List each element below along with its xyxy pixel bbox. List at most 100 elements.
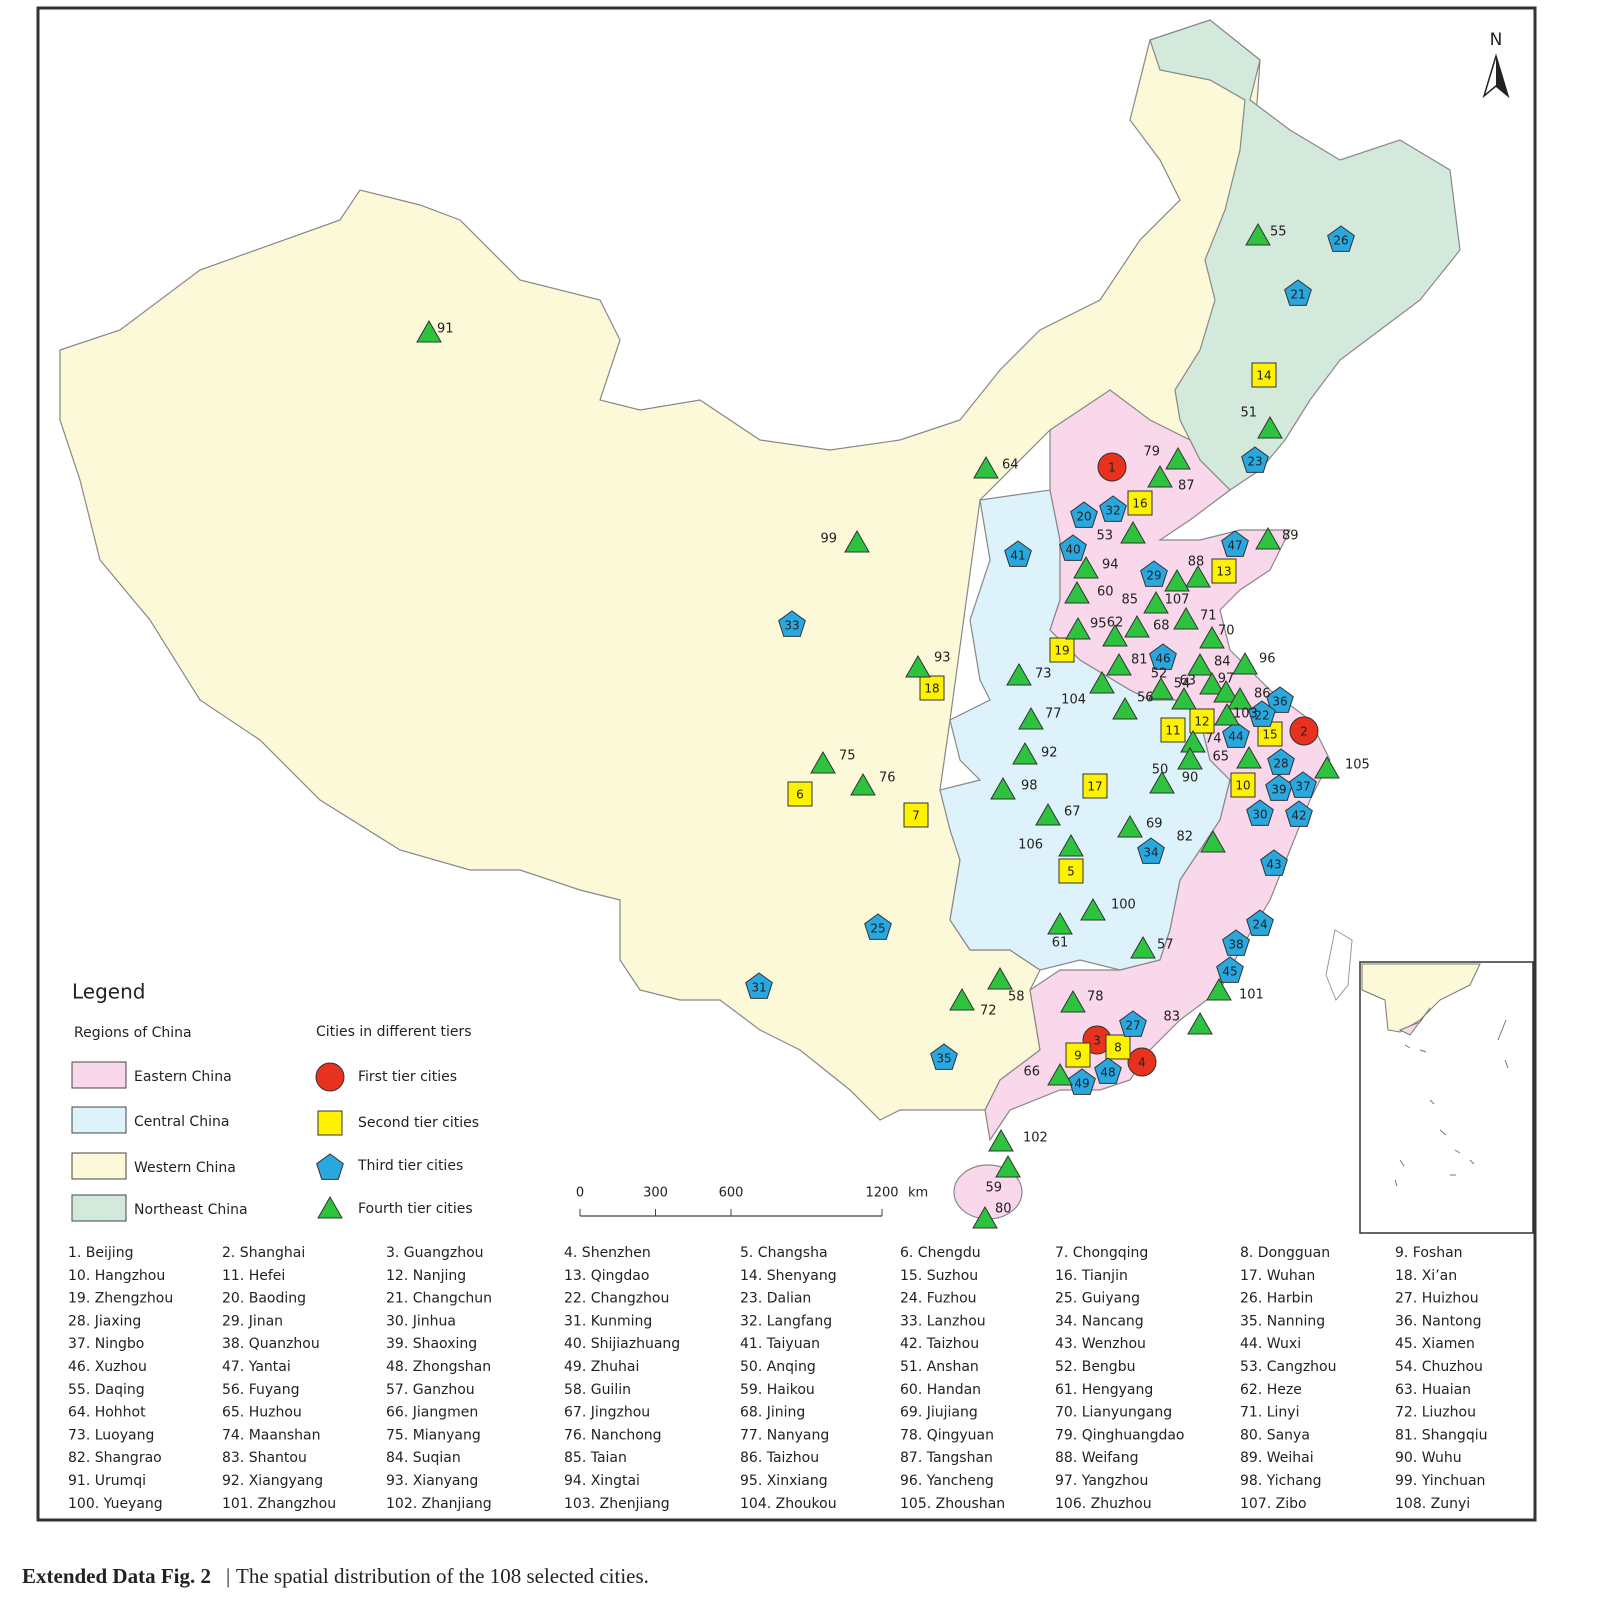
marker-label: 7 — [912, 809, 920, 823]
city-marker — [1206, 977, 1232, 1001]
city-marker — [1260, 849, 1288, 876]
marker-label: 94 — [1102, 558, 1119, 573]
city-name: 33. Lanzhou — [900, 1313, 986, 1329]
city-marker — [1112, 696, 1138, 720]
city-name: 84. Suqian — [386, 1450, 461, 1466]
marker-label: 88 — [1188, 555, 1205, 570]
city-name: 10. Hangzhou — [68, 1268, 165, 1284]
city-marker — [810, 750, 836, 774]
city-name: 66. Jiangmen — [386, 1405, 478, 1421]
city-marker — [1236, 745, 1262, 769]
marker-label: 42 — [1291, 809, 1306, 823]
marker-label: 102 — [1023, 1131, 1048, 1146]
marker-label: 81 — [1131, 653, 1148, 668]
marker-label: 44 — [1228, 730, 1243, 744]
caption-text: The spatial distribution of the 108 sele… — [236, 1564, 649, 1588]
marker-label: 90 — [1182, 771, 1199, 786]
marker-label: 103 — [1233, 707, 1258, 722]
legend-label: First tier cities — [358, 1069, 457, 1085]
city-name: 3. Guangzhou — [386, 1245, 484, 1261]
city-marker — [1097, 452, 1127, 482]
marker-label: 21 — [1290, 288, 1305, 302]
city-name: 6. Chengdu — [900, 1245, 981, 1261]
marker-label: 6 — [796, 788, 804, 802]
marker-label: 78 — [1087, 990, 1104, 1005]
city-name: 29. Jinan — [222, 1313, 283, 1329]
city-marker — [864, 913, 892, 940]
marker-label: 80 — [995, 1202, 1012, 1217]
marker-label: 99 — [820, 532, 837, 547]
city-marker — [1099, 495, 1127, 522]
marker-label: 62 — [1107, 616, 1124, 631]
city-name: 5. Changsha — [740, 1245, 828, 1261]
caption-separator: | — [226, 1564, 230, 1588]
city-marker — [1147, 464, 1173, 488]
city-marker — [1187, 652, 1213, 676]
marker-label: 32 — [1105, 504, 1120, 518]
city-name: 65. Huzhou — [222, 1405, 302, 1421]
city-name: 42. Taizhou — [900, 1336, 979, 1352]
marker-label: 106 — [1018, 838, 1043, 853]
marker-label: 50 — [1152, 763, 1169, 778]
marker-label: 105 — [1345, 758, 1370, 773]
marker-label: 72 — [980, 1004, 997, 1019]
marker-label: 45 — [1222, 965, 1237, 979]
city-name: 36. Nantong — [1395, 1313, 1481, 1329]
city-name: 12. Nanjing — [386, 1268, 466, 1284]
marker-label: 22 — [1254, 709, 1269, 723]
city-marker — [1211, 558, 1237, 584]
city-marker — [1285, 800, 1313, 827]
city-name: 17. Wuhan — [1240, 1268, 1315, 1284]
city-marker — [1165, 446, 1191, 470]
city-marker — [1199, 625, 1225, 649]
city-marker — [1221, 530, 1249, 557]
marker-label: 68 — [1153, 619, 1170, 634]
city-name: 24. Fuzhou — [900, 1291, 977, 1307]
marker-label: 43 — [1266, 858, 1281, 872]
city-name: 22. Changzhou — [564, 1291, 669, 1307]
city-marker — [844, 529, 870, 553]
legend-label: Northeast China — [134, 1202, 248, 1218]
marker-label: 79 — [1143, 445, 1160, 460]
city-marker — [1060, 989, 1086, 1013]
city-name: 44. Wuxi — [1240, 1336, 1301, 1352]
marker-label: 64 — [1002, 458, 1019, 473]
city-name: 46. Xuzhou — [68, 1359, 147, 1375]
city-name: 103. Zhenjiang — [564, 1496, 670, 1512]
marker-label: 69 — [1146, 817, 1163, 832]
marker-label: 19 — [1054, 644, 1069, 658]
city-name: 31. Kunming — [564, 1313, 652, 1329]
city-marker — [1006, 662, 1032, 686]
city-marker — [1149, 643, 1177, 670]
legend-symbol — [315, 1062, 345, 1092]
city-marker — [1124, 614, 1150, 638]
city-name: 2. Shanghai — [222, 1245, 305, 1261]
city-marker — [1257, 415, 1283, 439]
marker-label: 29 — [1146, 569, 1161, 583]
city-marker — [1232, 651, 1258, 675]
city-name: 89. Weihai — [1240, 1450, 1314, 1466]
city-marker — [1073, 555, 1099, 579]
marker-label: 13 — [1216, 565, 1231, 579]
scale-unit: km — [908, 1186, 928, 1201]
city-marker — [949, 987, 975, 1011]
city-name: 27. Huizhou — [1395, 1291, 1479, 1307]
city-name: 1. Beijing — [68, 1245, 133, 1261]
city-marker — [1241, 446, 1269, 473]
city-name: 38. Quanzhou — [222, 1336, 320, 1352]
inset-map — [1361, 963, 1509, 1187]
city-marker — [1216, 956, 1244, 983]
marker-label: 76 — [879, 771, 896, 786]
city-name: 80. Sanya — [1240, 1427, 1310, 1443]
city-marker — [1164, 568, 1190, 592]
city-name: 64. Hohhot — [68, 1405, 146, 1421]
legend-swatch — [71, 1106, 127, 1134]
northeast-china — [1149, 19, 1461, 491]
city-list: 1. Beijing 2. Shanghai 3. Guangzhou 4. Shen… — [68, 1245, 1487, 1512]
city-name: 30. Jinhua — [386, 1313, 456, 1329]
city-marker — [1267, 748, 1295, 775]
marker-label: 30 — [1252, 808, 1267, 822]
scale-label: 300 — [643, 1186, 668, 1201]
marker-label: 91 — [437, 322, 454, 337]
marker-label: 52 — [1151, 667, 1168, 682]
